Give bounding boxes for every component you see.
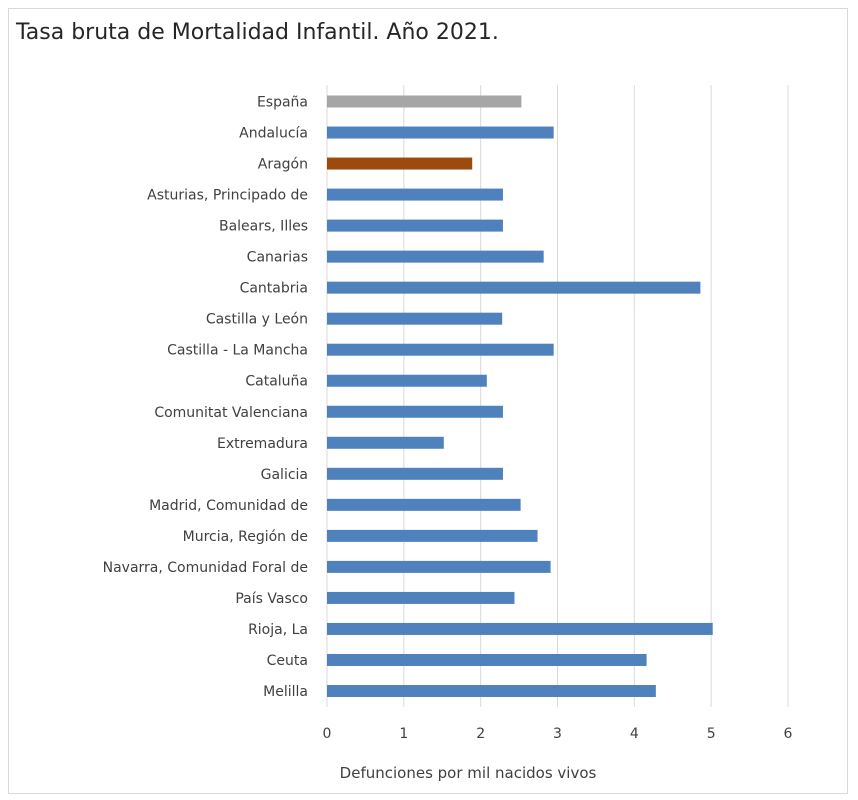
category-label: Rioja, La [248,622,308,638]
category-labels: España Andalucía Aragón Asturias, Principad… [103,95,308,701]
x-tick-label: 3 [553,726,562,742]
bar [327,560,551,573]
x-tick-label: 0 [323,726,332,742]
bar [327,529,538,542]
x-tick-label: 2 [476,726,485,742]
category-label: Extremadura [217,436,308,452]
category-label: País Vasco [235,591,308,607]
bar [327,405,503,418]
bar [327,498,521,511]
bar [327,685,656,697]
bar [327,126,554,139]
category-label: Melilla [263,684,308,700]
x-tick-label: 4 [630,726,639,742]
bar [327,95,522,108]
category-label: Castilla y León [206,312,308,328]
x-axis-title: Defunciones por mil nacidos vivos [340,764,597,782]
x-tick-label: 1 [399,726,408,742]
category-label: Cataluña [245,374,308,390]
bar [327,188,503,201]
bar [327,157,473,170]
bar [327,436,444,449]
category-label: Balears, Illes [219,219,308,235]
bar [327,343,554,356]
bar [327,374,487,387]
category-label: Aragón [258,157,308,173]
category-label: Ceuta [267,653,308,669]
bars [327,95,713,697]
category-label: Canarias [247,250,308,266]
bar [327,250,544,263]
category-label: Comunitat Valenciana [154,405,308,421]
category-label: Andalucía [239,126,308,142]
bar [327,467,503,480]
category-label: Navarra, Comunidad Foral de [103,560,308,576]
x-tick-labels: 0 1 2 3 4 5 6 [323,726,793,742]
bar [327,312,503,325]
category-label: Madrid, Comunidad de [149,498,308,514]
category-label: Castilla - La Mancha [167,343,308,359]
category-label: España [257,95,308,111]
bar [327,622,713,635]
bar [327,653,647,666]
x-tick-label: 6 [784,726,793,742]
bar [327,219,503,232]
bar [327,591,515,604]
category-label: Murcia, Región de [183,529,308,545]
chart-title: Tasa bruta de Mortalidad Infantil. Año 2… [16,20,499,45]
gridlines [326,85,789,707]
category-label: Galicia [261,467,308,483]
x-tick-label: 5 [707,726,716,742]
category-label: Cantabria [240,281,308,297]
category-label: Asturias, Principado de [147,188,308,204]
bar [327,281,701,294]
